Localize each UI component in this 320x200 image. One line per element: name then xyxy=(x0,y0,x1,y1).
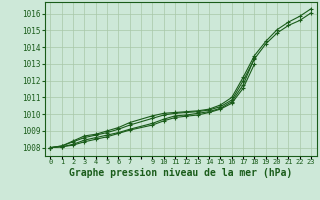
X-axis label: Graphe pression niveau de la mer (hPa): Graphe pression niveau de la mer (hPa) xyxy=(69,168,292,178)
